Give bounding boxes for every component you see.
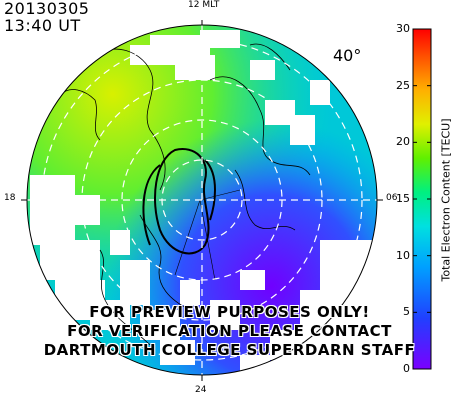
latitude-grid bbox=[27, 25, 377, 375]
contour-lines bbox=[142, 148, 216, 255]
coastline bbox=[234, 169, 296, 231]
latitude-label: 40° bbox=[333, 46, 362, 65]
colorbar-tick-label: 30 bbox=[396, 22, 410, 35]
no-data-region bbox=[40, 240, 100, 280]
mlt-label-top: 12 MLT bbox=[188, 0, 220, 10]
mlt-label-bottom: 24 bbox=[195, 385, 207, 395]
colorbar-tick-label: 10 bbox=[396, 248, 410, 262]
colorbar-tick-label: 20 bbox=[396, 135, 410, 149]
contour-line bbox=[154, 148, 210, 255]
tec-field bbox=[27, 25, 377, 375]
watermark-line-3: DARTMOUTH COLLEGE SUPERDARN STAFF bbox=[43, 341, 416, 359]
lat-circle bbox=[41, 39, 363, 361]
no-data-region bbox=[30, 175, 75, 245]
no-data-region bbox=[180, 280, 200, 305]
no-data-region bbox=[210, 300, 240, 330]
contour-line bbox=[142, 164, 161, 246]
date-label: 20130305 bbox=[4, 0, 90, 18]
colorbar-title: Total Electron Content [TECU] bbox=[439, 118, 453, 282]
no-data-region bbox=[240, 270, 265, 290]
watermark-line-1: FOR PREVIEW PURPOSES ONLY! bbox=[89, 303, 370, 321]
colorbar-tick-label: 5 bbox=[403, 305, 410, 319]
no-data-region bbox=[110, 230, 130, 255]
coastline bbox=[99, 249, 151, 346]
colorbar-tick-label: 25 bbox=[396, 78, 410, 92]
no-data-region bbox=[175, 55, 215, 80]
coastline bbox=[139, 214, 191, 311]
colorbar-tick-label: 0 bbox=[403, 362, 410, 375]
no-data-region bbox=[140, 310, 180, 340]
mlt-label-right: 06 bbox=[386, 193, 398, 203]
fov-line bbox=[199, 199, 216, 281]
no-data-region bbox=[120, 260, 150, 305]
colorbar-tick-label: 15 bbox=[396, 192, 410, 205]
no-data-region bbox=[200, 30, 240, 48]
coastline bbox=[249, 43, 291, 71]
no-data-region bbox=[130, 45, 160, 65]
contour-line bbox=[204, 159, 216, 221]
no-data-region bbox=[310, 80, 330, 105]
fov-line bbox=[199, 189, 241, 201]
no-data-region bbox=[290, 115, 315, 145]
mlt-label-left: 18 bbox=[4, 193, 16, 203]
coastline bbox=[209, 76, 311, 176]
watermark-line-2: FOR VERIFICATION PLEASE CONTACT bbox=[67, 322, 392, 340]
no-data-region bbox=[160, 340, 195, 365]
colorbar-ticks bbox=[413, 28, 431, 370]
coastline bbox=[59, 89, 101, 141]
no-data-region bbox=[250, 60, 275, 80]
time-label: 13:40 UT bbox=[4, 16, 81, 35]
